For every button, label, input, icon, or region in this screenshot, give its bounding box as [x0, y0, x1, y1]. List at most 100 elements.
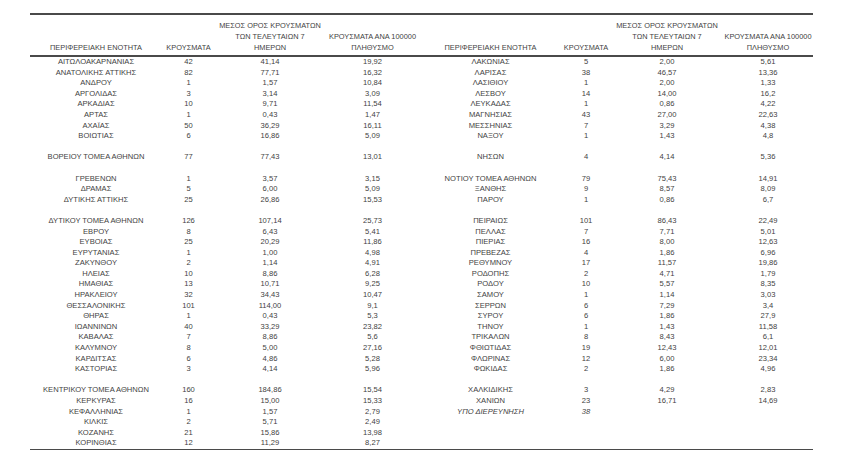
- left-avg7-cell: 0,43: [215, 311, 325, 322]
- left-per100k-cell: 5,6: [325, 332, 420, 343]
- left-per100k-cell: [325, 142, 420, 153]
- left-per100k-cell: 25,73: [325, 216, 420, 227]
- right-cases-cell: 38: [561, 407, 611, 418]
- right-cases-cell: 14: [561, 89, 611, 100]
- right-cases-cell: 12: [561, 354, 611, 365]
- left-cases-cell: 77: [162, 152, 215, 163]
- right-avg7-cell: [611, 163, 723, 174]
- right-name-cell: ΤΡΙΚΑΛΩΝ: [420, 332, 561, 343]
- left-avg7-cell: 77,43: [215, 152, 325, 163]
- left-avg7-cell: 15,86: [215, 428, 325, 439]
- right-per100k-cell: 14,69: [723, 396, 813, 407]
- right-cases-cell: 1: [561, 195, 611, 206]
- right-per100k-cell: 12,01: [723, 343, 813, 354]
- regional-cases-table: ΠΕΡΙΦΕΡΕΙΑΚΗ ΕΝΟΤΗΤΑ ΚΡΟΥΣΜΑΤΑ ΜΕΣΟΣ ΟΡΟ…: [30, 13, 813, 450]
- right-cases-cell: 6: [561, 301, 611, 312]
- left-per100k-cell: 11,54: [325, 99, 420, 110]
- left-per100k-cell: 13,01: [325, 152, 420, 163]
- left-per100k-cell: 5,09: [325, 184, 420, 195]
- right-per100k-cell: 23,34: [723, 354, 813, 365]
- left-avg7-cell: 8,86: [215, 332, 325, 343]
- right-avg7-cell: [611, 142, 723, 153]
- right-name-cell: ΦΛΩΡΙΝΑΣ: [420, 354, 561, 365]
- right-per100k-cell: 11,58: [723, 322, 813, 333]
- right-avg7-cell: 1,43: [611, 322, 723, 333]
- right-cases-cell: [561, 428, 611, 439]
- left-name-cell: ΚΕΦΑΛΛΗΝΙΑΣ: [30, 407, 162, 418]
- left-cases-cell: 3: [162, 364, 215, 375]
- left-per100k-cell: 5,41: [325, 227, 420, 238]
- header-avg7-right: ΜΕΣΟΣ ΟΡΟΣ ΚΡΟΥΣΜΑΤΩΝ ΤΩΝ ΤΕΛΕΥΤΑΙΩΝ 7 Η…: [611, 14, 723, 56]
- left-name-cell: ΗΜΑΘΙΑΣ: [30, 279, 162, 290]
- left-name-cell: [30, 142, 162, 153]
- right-cases-cell: 3: [561, 385, 611, 396]
- right-per100k-cell: [723, 163, 813, 174]
- right-avg7-cell: 75,43: [611, 174, 723, 185]
- left-cases-cell: 12: [162, 438, 215, 449]
- right-per100k-cell: 4,96: [723, 364, 813, 375]
- left-name-cell: ΓΡΕΒΕΝΩΝ: [30, 174, 162, 185]
- right-name-cell: ΣΥΡΟΥ: [420, 311, 561, 322]
- right-per100k-cell: 6,1: [723, 332, 813, 343]
- left-name-cell: ΚΟΖΑΝΗΣ: [30, 428, 162, 439]
- report-page: ΠΕΡΙΦΕΡΕΙΑΚΗ ΕΝΟΤΗΤΑ ΚΡΟΥΣΜΑΤΑ ΜΕΣΟΣ ΟΡΟ…: [0, 0, 850, 461]
- left-avg7-cell: [215, 163, 325, 174]
- left-per100k-cell: 9,25: [325, 279, 420, 290]
- left-name-cell: ΚΟΡΙΝΘΙΑΣ: [30, 438, 162, 449]
- right-name-cell: ΥΠΟ ΔΙΕΡΕΥΝΗΣΗ: [420, 407, 561, 418]
- left-name-cell: ΕΥΒΟΙΑΣ: [30, 237, 162, 248]
- right-cases-cell: 1: [561, 78, 611, 89]
- left-cases-cell: 1: [162, 110, 215, 121]
- left-name-cell: ΑΡΓΟΛΙΔΑΣ: [30, 89, 162, 100]
- left-cases-cell: 3: [162, 89, 215, 100]
- table-row: ΚΕΝΤΡΙΚΟΥ ΤΟΜΕΑ ΑΘΗΝΩΝ160184,8615,54ΧΑΛΚ…: [30, 385, 813, 396]
- left-name-cell: ΘΗΡΑΣ: [30, 311, 162, 322]
- right-cases-cell: 101: [561, 216, 611, 227]
- left-per100k-cell: 11,86: [325, 237, 420, 248]
- left-per100k-cell: 1,47: [325, 110, 420, 121]
- left-avg7-cell: 1,57: [215, 407, 325, 418]
- left-avg7-cell: 11,29: [215, 438, 325, 449]
- right-avg7-cell: [611, 428, 723, 439]
- right-cases-cell: [561, 417, 611, 428]
- left-name-cell: ΑΡΚΑΔΙΑΣ: [30, 99, 162, 110]
- right-cases-cell: [561, 375, 611, 386]
- right-cases-cell: 1: [561, 322, 611, 333]
- left-per100k-cell: 10,84: [325, 78, 420, 89]
- left-cases-cell: 2: [162, 417, 215, 428]
- left-name-cell: [30, 375, 162, 386]
- left-per100k-cell: 16,32: [325, 68, 420, 79]
- right-cases-cell: 1: [561, 99, 611, 110]
- right-per100k-cell: [723, 428, 813, 439]
- table-header: ΠΕΡΙΦΕΡΕΙΑΚΗ ΕΝΟΤΗΤΑ ΚΡΟΥΣΜΑΤΑ ΜΕΣΟΣ ΟΡΟ…: [30, 14, 813, 56]
- table-row: [30, 205, 813, 216]
- header-per100k-right: ΚΡΟΥΣΜΑΤΑ ΑΝΑ 100000 ΠΛΗΘΥΣΜΟ: [723, 14, 813, 56]
- right-cases-cell: 1: [561, 131, 611, 142]
- right-per100k-cell: [723, 142, 813, 153]
- header-region-right: ΠΕΡΙΦΕΡΕΙΑΚΗ ΕΝΟΤΗΤΑ: [420, 14, 561, 56]
- left-avg7-cell: 6,00: [215, 184, 325, 195]
- right-cases-cell: 79: [561, 174, 611, 185]
- left-name-cell: [30, 205, 162, 216]
- right-name-cell: [420, 428, 561, 439]
- right-cases-cell: 23: [561, 396, 611, 407]
- left-cases-cell: 1: [162, 248, 215, 259]
- left-cases-cell: 16: [162, 396, 215, 407]
- table-row: ΑΡΤΑΣ10,431,47ΜΑΓΝΗΣΙΑΣ4327,0022,63: [30, 110, 813, 121]
- right-avg7-cell: 14,00: [611, 89, 723, 100]
- left-per100k-cell: 5,28: [325, 354, 420, 365]
- left-name-cell: ΚΕΡΚΥΡΑΣ: [30, 396, 162, 407]
- right-avg7-cell: [611, 205, 723, 216]
- table-row: ΙΩΑΝΝΙΝΩΝ4033,2923,82ΤΗΝΟΥ11,4311,58: [30, 322, 813, 333]
- left-avg7-cell: 26,86: [215, 195, 325, 206]
- left-per100k-cell: 10,47: [325, 290, 420, 301]
- right-avg7-cell: 46,57: [611, 68, 723, 79]
- left-avg7-cell: 114,00: [215, 301, 325, 312]
- table-row: ΕΥΒΟΙΑΣ2520,2911,86ΠΙΕΡΙΑΣ168,0012,63: [30, 237, 813, 248]
- left-cases-cell: 2: [162, 258, 215, 269]
- left-name-cell: ΚΑΣΤΟΡΙΑΣ: [30, 364, 162, 375]
- right-name-cell: ΛΑΡΙΣΑΣ: [420, 68, 561, 79]
- right-name-cell: ΞΑΝΘΗΣ: [420, 184, 561, 195]
- right-cases-cell: 6: [561, 311, 611, 322]
- right-name-cell: [420, 163, 561, 174]
